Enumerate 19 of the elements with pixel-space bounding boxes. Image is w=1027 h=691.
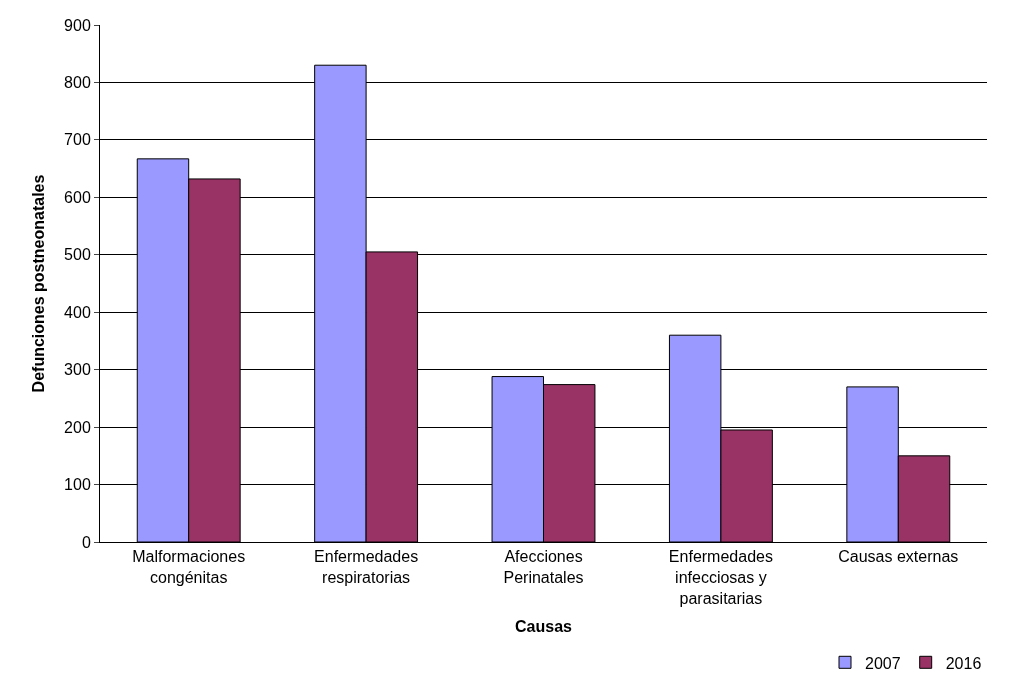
x-tick-label: Afecciones Perinatales [503, 548, 584, 586]
x-tick-label: Enfermedades infecciosas y parasitarias [668, 548, 773, 607]
x-tick-label: Malformaciones congénitas [132, 548, 246, 586]
y-tick-label: 300 [64, 361, 91, 379]
y-tick-label: 500 [64, 246, 91, 264]
y-tick-label: 400 [64, 303, 91, 321]
x-tick-label: Causas externas [838, 548, 959, 566]
y-tick-label: 700 [64, 131, 91, 149]
y-tick-label: 900 [64, 16, 91, 34]
y-tick-label: 200 [64, 418, 91, 436]
x-axis-title: Causas [515, 618, 573, 636]
y-tick-label: 600 [64, 188, 91, 206]
y-axis-title: Defunciones postneonatales [30, 174, 47, 393]
legend-label: 2016 [945, 654, 982, 672]
y-tick-label: 0 [81, 533, 91, 551]
x-tick-label: Enfermedades respiratorias [314, 548, 419, 586]
y-tick-label: 100 [64, 476, 91, 494]
legend-label: 2007 [865, 654, 901, 672]
y-tick-label: 800 [64, 74, 91, 92]
